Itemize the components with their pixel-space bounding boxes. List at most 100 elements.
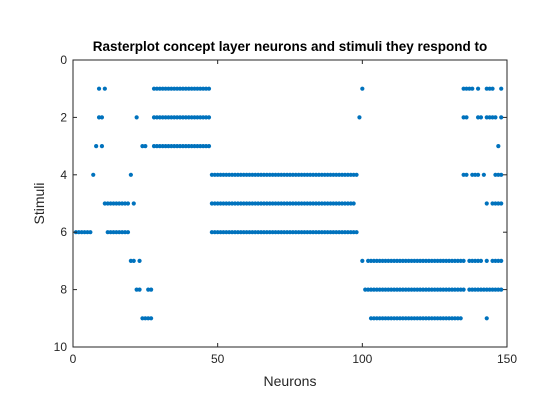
raster-point (175, 86, 180, 91)
raster-point (441, 258, 446, 263)
raster-point (180, 144, 186, 149)
raster-point (177, 115, 183, 120)
raster-point (429, 287, 434, 292)
raster-point (418, 258, 423, 263)
raster-point (470, 172, 475, 177)
raster-point (351, 201, 356, 206)
raster-point (244, 230, 249, 235)
raster-point (183, 86, 188, 91)
raster-point (452, 258, 458, 263)
raster-point (209, 230, 214, 235)
raster-point (224, 172, 229, 177)
raster-point (481, 172, 486, 177)
raster-point (409, 316, 414, 321)
raster-point (397, 287, 403, 292)
raster-point (392, 258, 397, 263)
raster-point (276, 172, 281, 177)
raster-point (449, 287, 455, 292)
raster-point (151, 86, 157, 91)
raster-point (496, 201, 501, 206)
raster-point (154, 115, 160, 120)
raster-point (99, 144, 105, 149)
raster-point (478, 258, 484, 263)
raster-point (198, 86, 203, 91)
raster-point (154, 144, 160, 149)
raster-point (444, 258, 449, 263)
raster-point (221, 230, 226, 235)
raster-point (464, 86, 469, 91)
raster-point (493, 287, 498, 292)
raster-point (276, 230, 281, 235)
raster-point (487, 86, 492, 91)
raster-point (154, 86, 160, 91)
raster-point (282, 172, 287, 177)
raster-points-layer (73, 86, 504, 321)
raster-point (447, 316, 452, 321)
raster-point (279, 201, 284, 206)
raster-point (247, 230, 252, 235)
raster-point (360, 86, 365, 91)
raster-point (134, 287, 139, 292)
raster-point (279, 230, 284, 235)
raster-point (206, 144, 212, 149)
raster-point (238, 230, 243, 235)
raster-point (389, 258, 394, 263)
raster-point (206, 115, 212, 120)
raster-point (146, 316, 151, 321)
raster-point (322, 172, 327, 177)
raster-point (406, 316, 411, 321)
raster-point (209, 172, 214, 177)
raster-point (256, 201, 261, 206)
raster-point (331, 201, 336, 206)
raster-point (499, 172, 504, 177)
x-tick-label: 100 (352, 352, 372, 366)
raster-point (198, 144, 203, 149)
raster-point (366, 287, 371, 292)
raster-point (493, 201, 498, 206)
raster-point (490, 86, 495, 91)
raster-point (400, 316, 405, 321)
raster-point (328, 230, 333, 235)
raster-point (420, 258, 426, 263)
raster-point (426, 287, 431, 292)
raster-point (250, 201, 255, 206)
raster-point (499, 86, 504, 91)
raster-point (481, 287, 486, 292)
raster-point (366, 258, 371, 263)
raster-point (490, 258, 495, 263)
raster-point (354, 230, 359, 235)
raster-point (285, 230, 290, 235)
raster-point (76, 230, 81, 235)
raster-point (94, 144, 99, 149)
raster-point (111, 201, 116, 206)
raster-point (169, 115, 174, 120)
raster-point (374, 258, 379, 263)
raster-point (339, 230, 345, 235)
raster-point (374, 316, 379, 321)
raster-point (490, 287, 495, 292)
raster-point (484, 258, 489, 263)
raster-point (203, 144, 209, 149)
raster-point (215, 172, 220, 177)
raster-point (186, 144, 191, 149)
raster-point (334, 230, 339, 235)
raster-point (377, 258, 382, 263)
raster-point (105, 201, 110, 206)
raster-point (386, 287, 391, 292)
raster-point (114, 230, 119, 235)
raster-point (325, 172, 330, 177)
raster-point (328, 172, 333, 177)
raster-point (192, 115, 197, 120)
raster-point (432, 316, 437, 321)
raster-point (230, 201, 235, 206)
raster-point (348, 201, 353, 206)
raster-point (392, 287, 397, 292)
raster-point (380, 316, 385, 321)
raster-point (293, 201, 298, 206)
raster-point (137, 258, 142, 263)
raster-point (455, 287, 460, 292)
x-tick-label: 50 (211, 352, 225, 366)
raster-point (342, 201, 348, 206)
raster-point (290, 172, 295, 177)
